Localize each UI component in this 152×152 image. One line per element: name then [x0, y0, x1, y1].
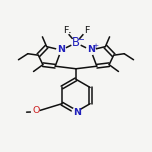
Text: N: N — [73, 108, 81, 117]
Circle shape — [86, 46, 95, 55]
Text: .: . — [68, 22, 72, 36]
Circle shape — [57, 46, 66, 55]
Circle shape — [32, 108, 39, 116]
Text: F: F — [63, 26, 68, 35]
Circle shape — [83, 27, 90, 35]
Circle shape — [72, 108, 80, 116]
Circle shape — [62, 27, 69, 35]
Text: F: F — [84, 26, 90, 35]
Text: +: + — [93, 43, 99, 49]
Text: −: − — [77, 34, 85, 43]
Text: O: O — [33, 106, 40, 115]
Text: B: B — [72, 36, 80, 49]
Circle shape — [71, 38, 81, 47]
Text: N: N — [57, 45, 65, 54]
Text: N: N — [87, 45, 95, 54]
